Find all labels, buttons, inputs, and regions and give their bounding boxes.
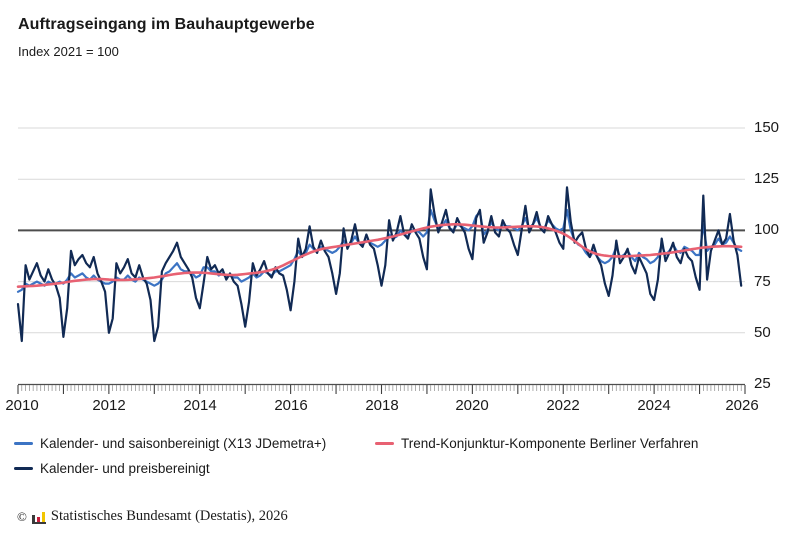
legend-label-trend-component: Trend-Konjunktur-Komponente Berliner Ver… [401, 435, 699, 451]
legend-item-trend-component: Trend-Konjunktur-Komponente Berliner Ver… [375, 434, 698, 452]
page-subtitle: Index 2021 = 100 [18, 44, 119, 59]
y-axis-label-75: 75 [754, 273, 771, 290]
series-line-2 [16, 186, 743, 343]
page-title: Auftragseingang im Bauhauptgewerbe [18, 16, 315, 33]
y-axis-label-25: 25 [754, 375, 771, 392]
x-axis-label-2020: 2020 [455, 397, 489, 414]
source-line: © Statistisches Bundesamt (Destatis), 20… [17, 508, 288, 525]
x-axis-label-2012: 2012 [92, 397, 126, 414]
legend-swatch-red-icon [375, 441, 394, 445]
source-text: Statistisches Bundesamt (Destatis), 2026 [50, 508, 288, 524]
x-axis-label-2024: 2024 [637, 397, 671, 414]
destatis-bar-chart-logo-icon [31, 509, 46, 524]
x-axis-label-2018: 2018 [365, 397, 399, 414]
legend-item-seasonally-adjusted: Kalender- und saisonbereinigt (X13 JDeme… [14, 434, 326, 452]
x-axis-label-2016: 2016 [274, 397, 308, 414]
x-axis-label-2026: 2026 [725, 397, 759, 414]
copyright-symbol: © [17, 508, 27, 524]
x-axis-label-2014: 2014 [183, 397, 217, 414]
legend-item-price-adjusted: Kalender- und preisbereinigt [14, 459, 210, 477]
x-axis-label-2010: 2010 [5, 397, 39, 414]
y-axis-label-50: 50 [754, 324, 771, 341]
legend-swatch-navy-icon [14, 466, 33, 470]
series-line-1 [16, 223, 743, 289]
y-axis-label-100: 100 [754, 221, 780, 238]
series-line-0 [16, 208, 743, 293]
y-axis-label-125: 125 [754, 170, 780, 187]
legend-label-seasonally-adjusted: Kalender- und saisonbereinigt (X13 JDeme… [40, 435, 327, 451]
x-axis-label-2022: 2022 [546, 397, 580, 414]
legend-label-price-adjusted: Kalender- und preisbereinigt [40, 460, 210, 476]
legend-swatch-blue-icon [14, 441, 33, 445]
y-axis-label-150: 150 [754, 119, 780, 136]
